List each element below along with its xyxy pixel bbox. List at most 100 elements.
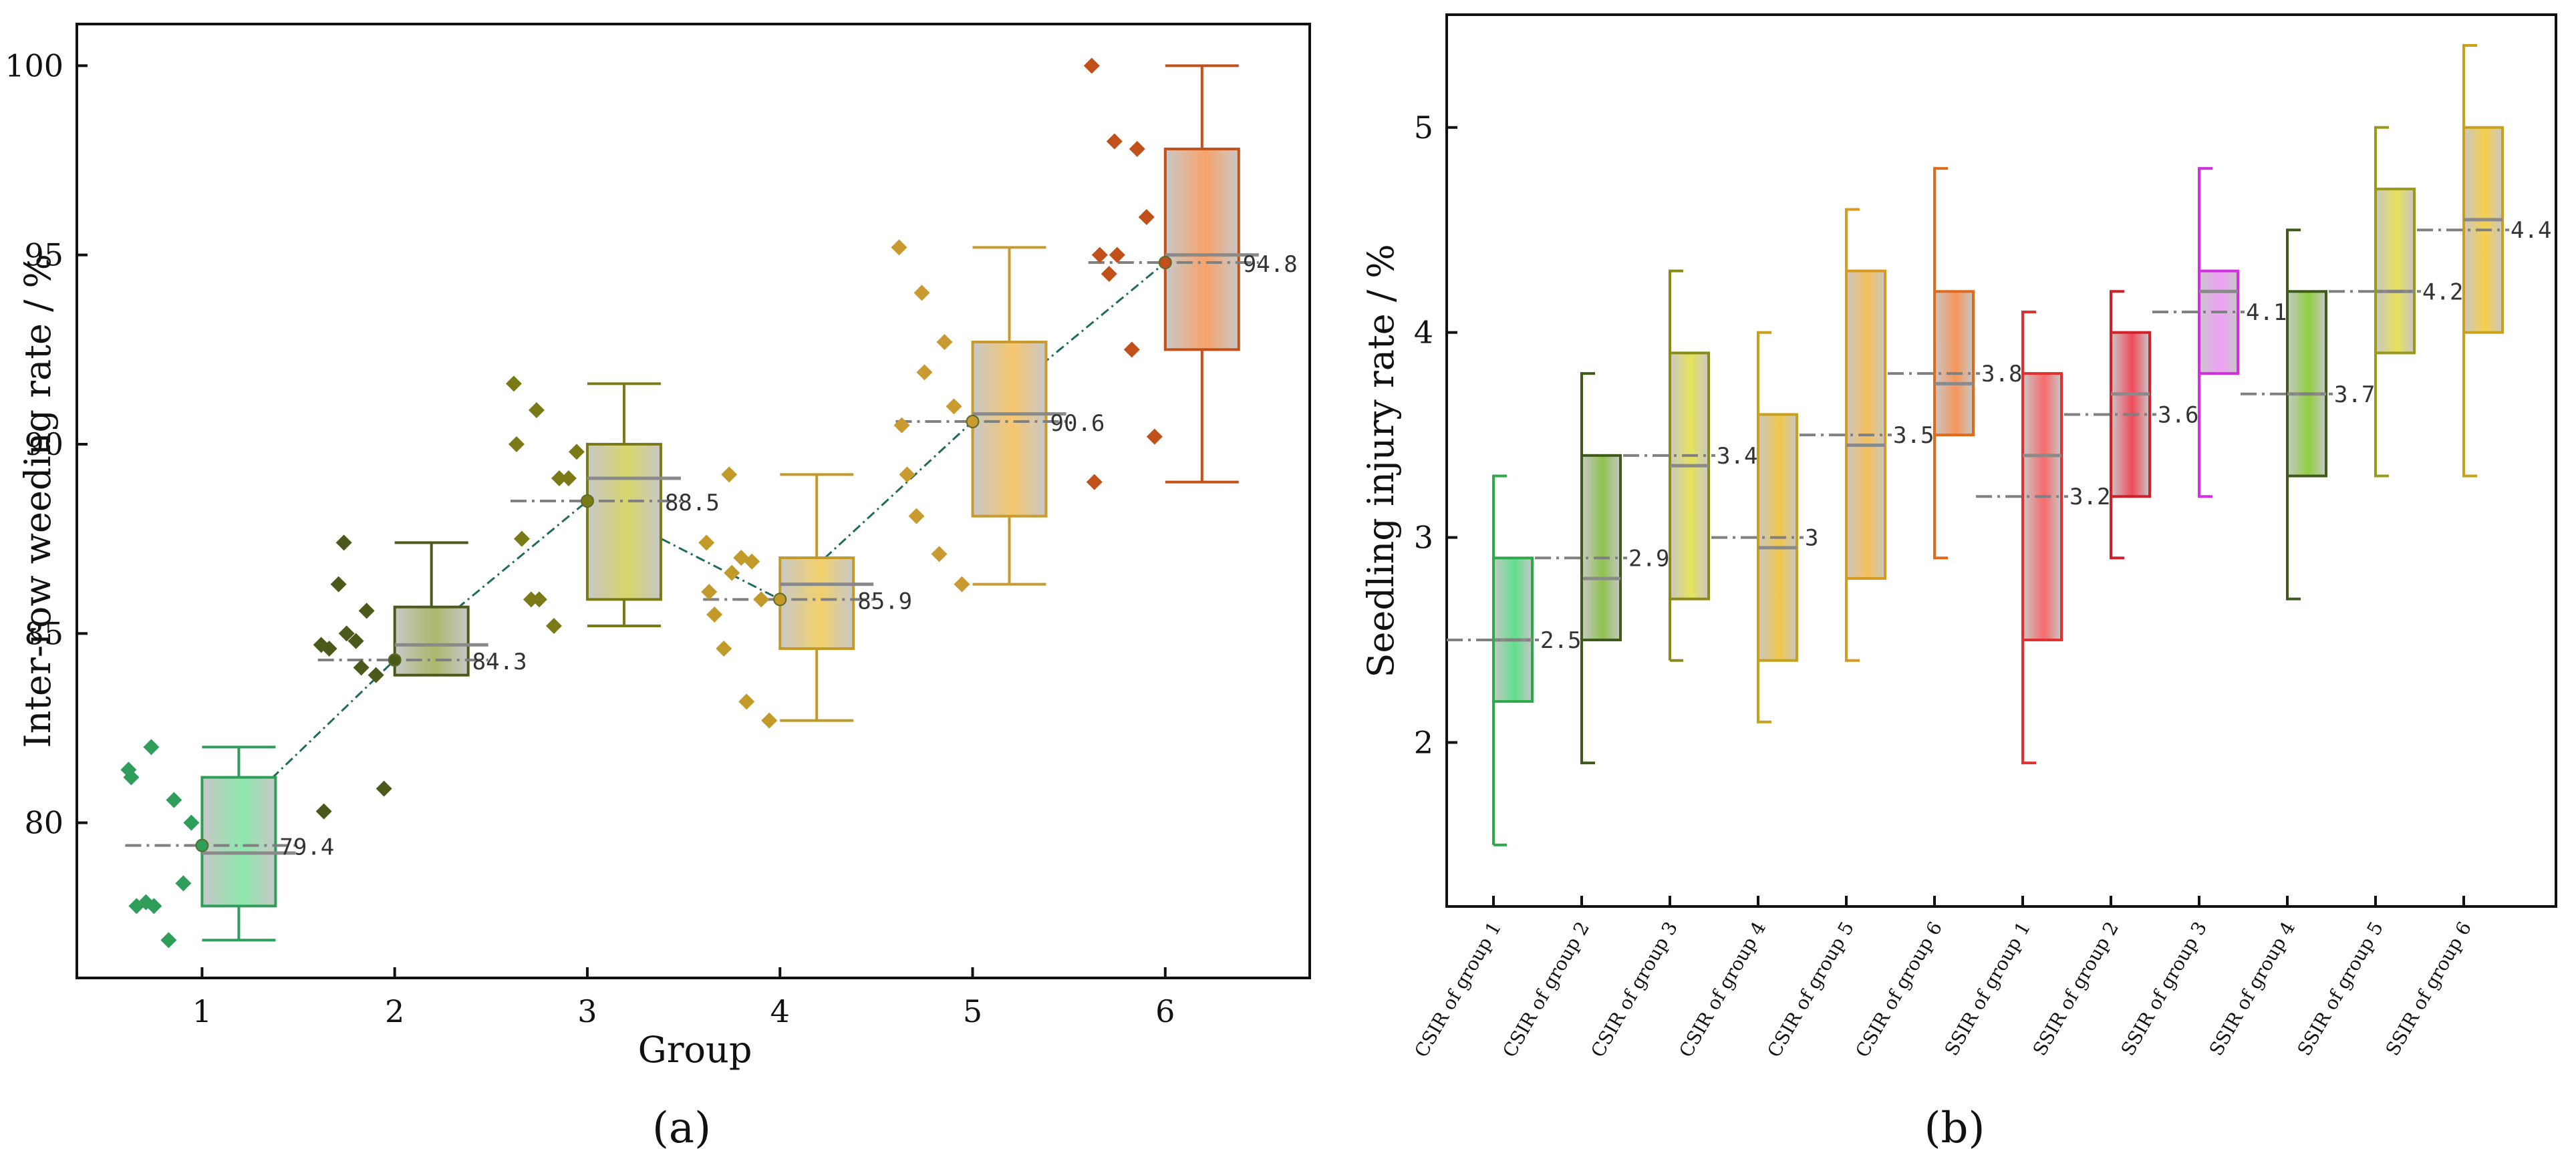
- data-point-diamond: [560, 470, 577, 486]
- data-point: [2462, 434, 2465, 437]
- data-point: [1492, 639, 1495, 642]
- mean-marker: [1158, 256, 1172, 269]
- data-point-diamond: [908, 508, 925, 524]
- data-point-diamond: [1086, 474, 1103, 490]
- data-point: [2462, 474, 2465, 478]
- data-point: [2286, 351, 2289, 355]
- x-category-label: CSIR of group 1: [1410, 918, 1506, 1061]
- panel-a-chart: 80 85 90 95 100 1 79.4 2 84.3 3 88.5 4 85.9 5 90.6 6 94.…: [5, 23, 1311, 1153]
- data-point: [1669, 351, 1671, 355]
- data-point: [1845, 208, 1848, 211]
- data-point-diamond: [175, 875, 192, 892]
- mean-data-label: 90.6: [1050, 410, 1105, 437]
- mean-data-label: 94.8: [1243, 251, 1298, 278]
- data-point-diamond: [528, 402, 545, 418]
- data-point: [1757, 679, 1759, 683]
- mean-data-label: 3.4: [1717, 443, 1757, 470]
- data-point: [1492, 659, 1495, 662]
- data-point-diamond: [353, 659, 370, 676]
- data-point: [1845, 331, 1848, 334]
- data-point: [2286, 413, 2289, 416]
- box-iqr: [1163, 148, 1240, 351]
- x-tick-label: 3: [577, 993, 597, 1029]
- mean-data-label: 84.3: [472, 649, 527, 675]
- mean-data-label: 2.9: [1628, 545, 1669, 572]
- box-iqr: [2198, 269, 2239, 375]
- data-point: [1492, 536, 1495, 539]
- data-point: [2021, 536, 2024, 539]
- data-point: [1492, 474, 1495, 478]
- mean-data-label: 88.5: [665, 490, 720, 516]
- data-point: [2021, 700, 2024, 703]
- data-point: [2374, 290, 2377, 293]
- data-point: [1669, 269, 1671, 273]
- data-point: [1580, 576, 1583, 580]
- data-point: [2110, 474, 2112, 478]
- box-iqr: [585, 443, 662, 601]
- x-category-label: SSIR of group 3: [2117, 918, 2212, 1059]
- data-point-diamond: [899, 466, 915, 483]
- data-point: [2374, 167, 2377, 170]
- data-point: [1757, 720, 1759, 723]
- data-point: [1580, 536, 1583, 539]
- data-point-diamond: [1129, 141, 1145, 157]
- data-point-diamond: [315, 803, 332, 820]
- y-tick-label: 2: [1414, 724, 1433, 760]
- data-point: [1933, 556, 1936, 560]
- data-point-diamond: [1083, 57, 1100, 74]
- data-point: [2462, 85, 2465, 88]
- data-point: [1845, 659, 1848, 662]
- data-point: [2110, 434, 2112, 437]
- data-point-diamond: [358, 603, 375, 619]
- data-point-diamond: [1109, 246, 1125, 263]
- data-point: [1845, 290, 1848, 293]
- mean-data-label: 3.8: [1981, 361, 2022, 387]
- data-point-diamond: [891, 239, 907, 256]
- data-point-diamond: [724, 564, 740, 581]
- data-point-diamond: [738, 693, 755, 710]
- y-tick-label: 3: [1414, 520, 1433, 556]
- data-point-diamond: [721, 466, 738, 483]
- mean-trend-line: [201, 261, 1166, 846]
- mean-data-label: 4.1: [2246, 299, 2287, 326]
- data-point-diamond: [936, 334, 953, 350]
- y-tick-label: 95: [24, 237, 63, 273]
- panel-b-plot-frame: [1445, 13, 2557, 908]
- x-category-label: CSIR of group 2: [1498, 918, 1594, 1061]
- data-point: [1933, 474, 1936, 478]
- data-point-diamond: [1138, 209, 1155, 225]
- data-point: [1933, 167, 1936, 170]
- mean-data-label: 79.4: [279, 834, 334, 861]
- data-point: [2021, 392, 2024, 395]
- data-point-diamond: [347, 633, 364, 649]
- data-point: [2021, 762, 2024, 765]
- y-tick-label: 85: [24, 615, 63, 651]
- data-point: [1669, 639, 1671, 642]
- box-iqr: [778, 556, 855, 650]
- x-category-label: SSIR of group 6: [2382, 918, 2476, 1059]
- mean-data-label: 3: [1805, 525, 1818, 552]
- data-point: [2462, 372, 2465, 375]
- panel-a-x-axis-label: Group: [638, 1029, 752, 1071]
- x-category-label: SSIR of group 1: [1941, 918, 2035, 1059]
- data-point: [2198, 311, 2200, 313]
- data-point-diamond: [545, 618, 562, 634]
- data-point-diamond: [1106, 133, 1123, 150]
- data-point: [2110, 372, 2112, 375]
- data-point-diamond: [706, 607, 723, 623]
- data-point: [1933, 290, 1936, 293]
- data-point: [2198, 372, 2200, 375]
- data-point-diamond: [376, 780, 392, 797]
- box-iqr: [2374, 187, 2416, 355]
- box-iqr: [1845, 269, 1886, 580]
- data-point: [2462, 146, 2465, 150]
- y-tick-label: 90: [24, 426, 63, 462]
- data-point: [1669, 597, 1671, 601]
- data-point-diamond: [338, 625, 355, 642]
- data-point: [2462, 44, 2465, 47]
- data-point: [2198, 434, 2200, 437]
- panel-a-caption: (a): [652, 1104, 711, 1153]
- mean-data-label: 3.6: [2158, 401, 2198, 428]
- data-point: [2021, 311, 2024, 313]
- data-point-diamond: [160, 932, 177, 949]
